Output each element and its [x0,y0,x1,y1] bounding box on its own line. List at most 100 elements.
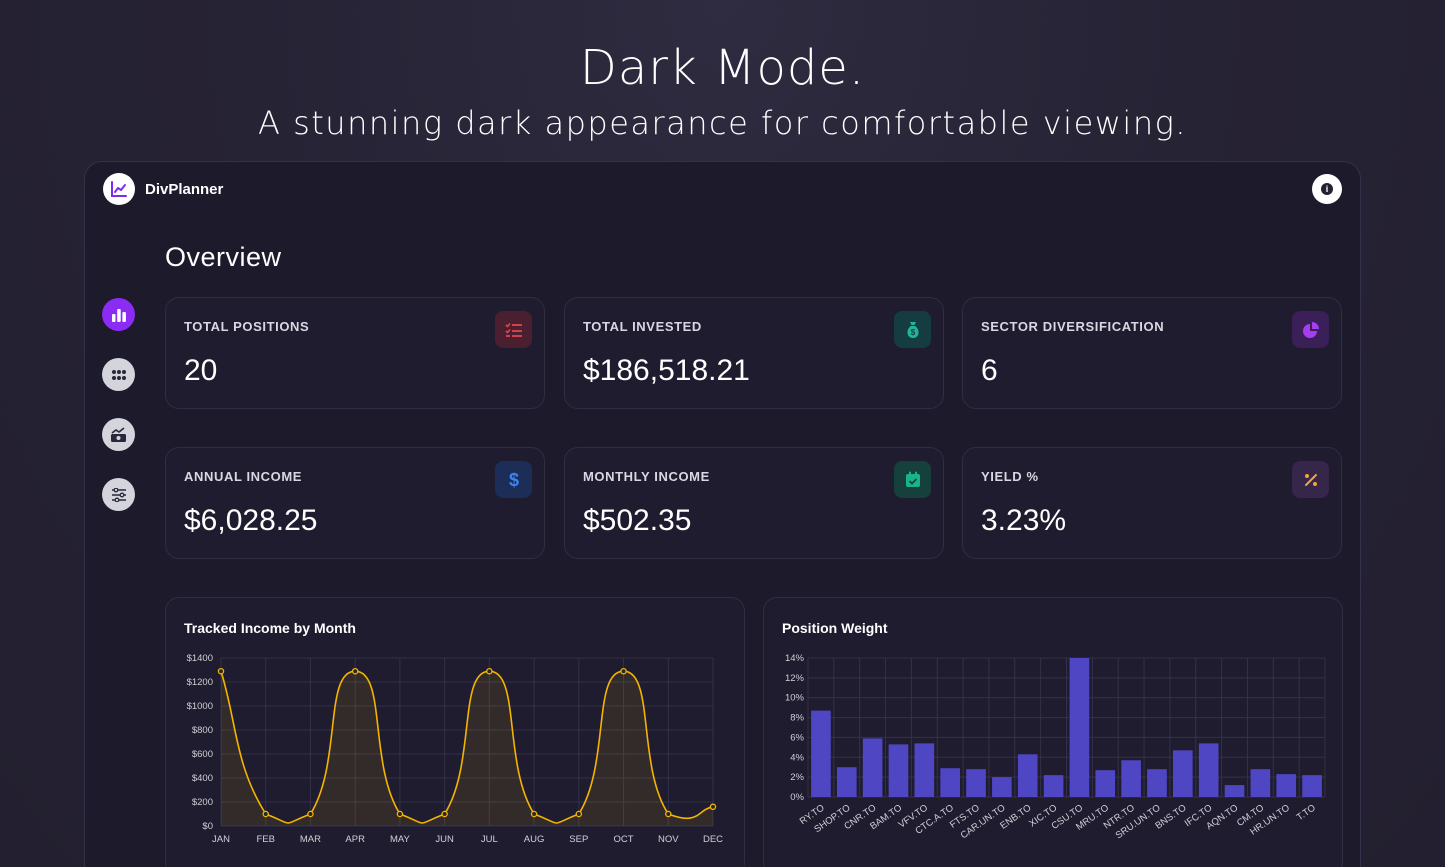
bar [1095,770,1116,797]
page-title: Overview [165,242,282,272]
y-tick-label: 10% [785,693,805,704]
x-tick-label: AUG [524,834,545,845]
bar [1069,658,1090,797]
data-point [262,810,269,818]
x-tick-label: DEC [703,834,723,845]
dollar-icon: $ [495,461,532,498]
x-tick-label: JUL [481,834,498,845]
chart-title: Position Weight [782,620,888,636]
bar [1250,769,1271,797]
data-point [620,667,627,675]
info-button[interactable]: i [1312,174,1342,204]
sliders-icon [111,487,126,502]
x-tick-label: MAY [390,834,411,845]
stat-value: 3.23% [981,504,1067,537]
info-icon: i [1321,183,1333,195]
bar [888,744,909,797]
stat-value: 6 [981,354,998,387]
bar [862,738,883,797]
sidebar-item-positions[interactable] [102,358,135,391]
stat-value: $186,518.21 [583,354,750,387]
calendar-check-icon [894,461,931,498]
x-tick-label: OCT [614,834,634,845]
bar-chart-icon [111,308,126,322]
x-tick-label: JAN [212,834,230,845]
grid-dots-icon [111,369,126,380]
weight-bar-chart: 0%2%4%6%8%10%12%14%RY.TOSHOP.TOCNR.TOBAM… [785,653,1326,841]
bar [1121,760,1141,797]
sidebar-item-overview[interactable] [102,298,135,331]
bar [966,769,986,797]
list-check-icon [495,311,532,348]
y-tick-label: $0 [202,821,213,832]
y-tick-label: $200 [192,797,213,808]
stat-label: TOTAL INVESTED [583,319,702,334]
chart-title: Tracked Income by Month [184,620,356,636]
income-area [221,671,713,826]
trend-chart-icon [111,181,127,197]
x-tick-label: JUN [435,834,454,845]
data-point [709,803,717,811]
svg-text:$: $ [508,470,518,490]
hero-title: Dark Mode. [579,40,866,96]
bar [836,767,857,797]
stat-value: $6,028.25 [184,504,318,537]
stat-card-total-invested: TOTAL INVESTED $186,518.21 $ [564,297,944,409]
stat-label: SECTOR DIVERSIFICATION [981,319,1165,334]
bar [1302,775,1322,797]
x-tick-label: APR [345,834,365,845]
bar [940,768,960,797]
sidebar-item-settings[interactable] [102,478,135,511]
bar [1224,785,1245,797]
stat-card-total-positions: TOTAL POSITIONS 20 [165,297,545,409]
sidebar-item-growth[interactable] [102,418,135,451]
app-window: DivPlanner i Overview [84,161,1361,867]
data-point [351,667,359,675]
y-tick-label: 0% [790,792,804,803]
stat-label: TOTAL POSITIONS [184,319,310,334]
x-tick-label: FEB [256,834,274,845]
y-tick-label: $400 [192,773,213,784]
bar [811,710,831,797]
y-tick-label: $1200 [187,677,213,688]
stat-card-monthly-income: MONTHLY INCOME $502.35 [564,447,944,559]
y-tick-label: $1000 [187,701,213,712]
x-tick-label: NOV [658,834,679,845]
data-point [307,810,314,818]
y-tick-label: 8% [790,713,804,724]
stat-value: 20 [184,354,218,387]
x-tick-label: MAR [300,834,321,845]
data-point [396,810,404,818]
money-bag-icon: $ [894,311,931,348]
app-logo[interactable] [103,173,135,205]
data-point [217,667,225,675]
bar [1276,774,1297,797]
data-point [665,810,672,818]
bar [1147,769,1167,797]
percent-icon [1292,461,1329,498]
chart-growth-icon [111,426,126,442]
income-chart-card: Tracked Income by Month $0 $200 $400 $600 $8… [165,597,745,867]
x-tick-label: SEP [569,834,588,845]
stat-card-annual-income: ANNUAL INCOME $6,028.25 $ [165,447,545,559]
stat-card-yield: YIELD % 3.23% [962,447,1342,559]
data-point [441,810,448,818]
stat-value: $502.35 [583,504,692,537]
app-name: DivPlanner [145,181,224,198]
income-line-chart: $0 $200 $400 $600 $800 $1000 $1200 $1400 JAN FEB M… [187,653,724,845]
pie-chart-icon [1292,311,1329,348]
stat-label: ANNUAL INCOME [184,469,303,484]
weight-chart-card: Position Weight 0% 2% 4% 6% 8% 10% 12% 14% RY.TO… [763,597,1343,867]
y-tick-label: $800 [192,725,213,736]
bar [914,743,935,797]
bar [1173,750,1193,797]
bar [992,777,1012,797]
svg-text:$: $ [910,328,915,337]
bar [1017,754,1038,797]
data-point [530,810,538,818]
y-tick-label: $1400 [187,653,213,664]
hero-subtitle: A stunning dark appearance for comfortab… [258,104,1187,142]
stat-label: MONTHLY INCOME [583,469,710,484]
bar [1043,775,1064,797]
bar [1198,743,1219,797]
